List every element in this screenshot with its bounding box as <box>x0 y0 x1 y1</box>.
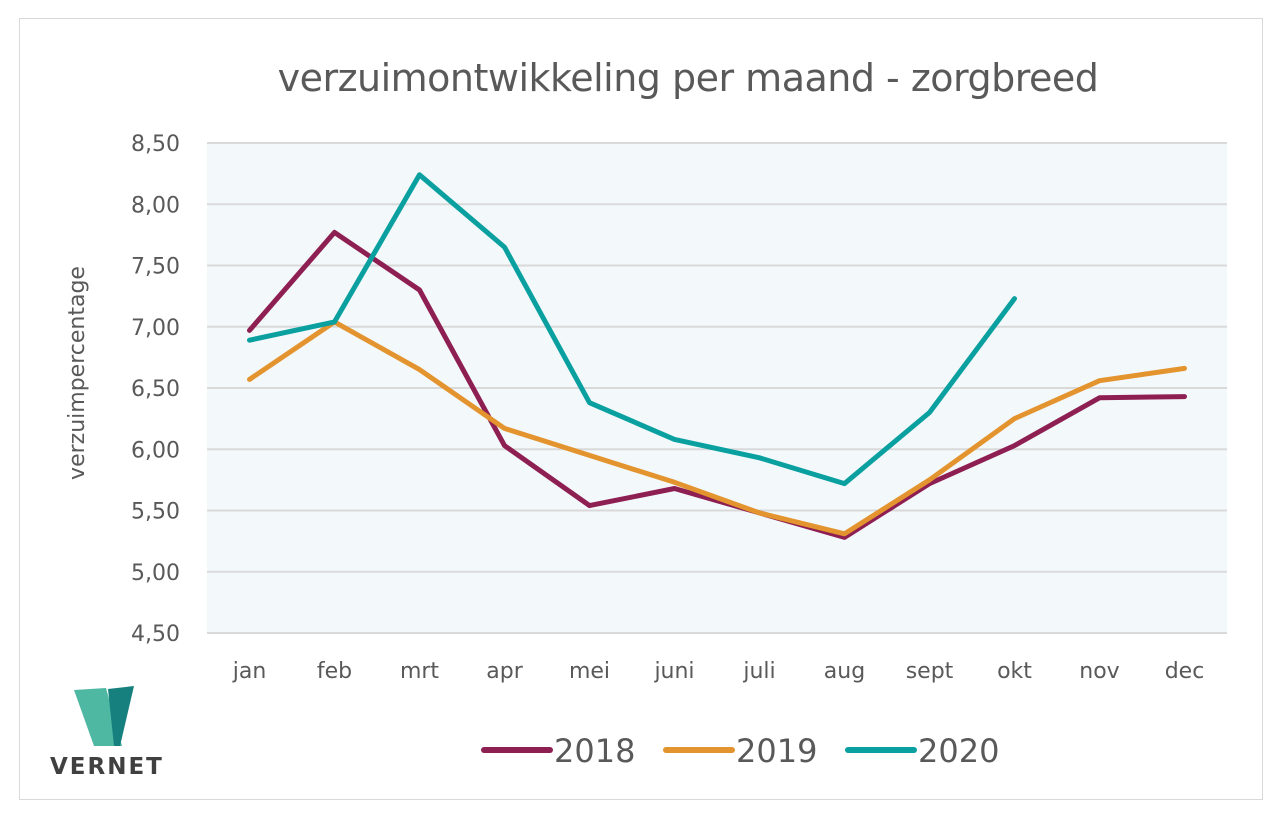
x-tick-label: okt <box>997 659 1032 684</box>
x-tick-label: mei <box>569 659 610 684</box>
vernet-logo-icon <box>74 686 134 746</box>
legend-label-2018: 2018 <box>554 732 635 770</box>
y-tick-label: 7,00 <box>131 316 180 341</box>
y-tick-label: 5,00 <box>131 561 180 586</box>
y-tick-label: 5,50 <box>131 500 180 525</box>
y-tick-label: 8,00 <box>131 193 180 218</box>
gridlines <box>207 142 1227 634</box>
x-tick-label: jan <box>232 659 267 684</box>
y-tick-label: 6,00 <box>131 438 180 463</box>
vernet-logo-text: VERNET <box>50 754 164 780</box>
legend: 2018 2019 2020 <box>481 732 999 770</box>
legend-label-2020: 2020 <box>918 732 999 770</box>
series-line-2019 <box>247 319 1187 537</box>
x-tick-label: nov <box>1079 659 1119 684</box>
series-line-2020 <box>247 172 1017 487</box>
x-tick-label: mrt <box>400 659 439 684</box>
y-axis-ticks: 8,50 8,00 7,50 7,00 6,50 6,00 5,50 5,00 4,50 <box>131 132 180 647</box>
x-tick-label: juli <box>742 659 775 684</box>
x-tick-label: feb <box>317 659 352 684</box>
y-axis-label: verzuimpercentage <box>65 266 90 480</box>
y-tick-label: 8,50 <box>131 132 180 157</box>
series-lines <box>247 172 1187 540</box>
y-tick-label: 6,50 <box>131 377 180 402</box>
chart-title: verzuimontwikkeling per maand - zorgbree… <box>277 56 1099 100</box>
x-axis-ticks: jan feb mrt apr mei juni juli aug sept okt nov dec <box>232 659 1205 684</box>
x-tick-label: aug <box>824 659 865 684</box>
x-tick-label: sept <box>906 659 954 684</box>
legend-label-2019: 2019 <box>736 732 817 770</box>
y-tick-label: 7,50 <box>131 255 180 280</box>
x-tick-label: apr <box>486 659 523 684</box>
series-line-2018 <box>247 229 1187 540</box>
x-tick-label: dec <box>1165 659 1205 684</box>
y-tick-label: 4,50 <box>131 622 180 647</box>
x-tick-label: juni <box>653 659 694 684</box>
